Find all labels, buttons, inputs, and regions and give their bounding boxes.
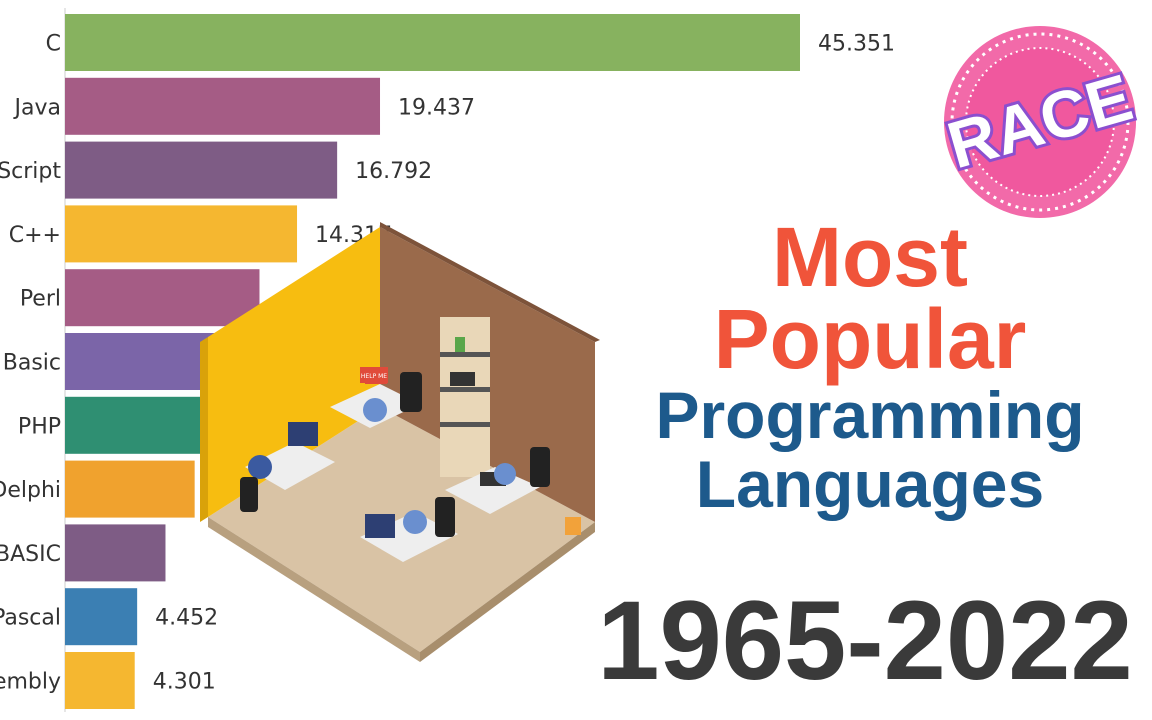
category-label: C: [46, 32, 61, 57]
category-label: BASIC: [0, 542, 61, 567]
title-languages: Languages: [695, 447, 1045, 522]
category-label: PHP: [18, 414, 61, 439]
title-popular: Popular: [713, 292, 1027, 386]
wastebasket: [565, 517, 581, 535]
category-label: Perl: [20, 287, 61, 312]
category-label: Basic: [3, 351, 61, 376]
title-block: Most Popular Programming Languages: [590, 215, 1150, 520]
value-label: 16.792: [355, 159, 432, 184]
category-label: Java: [13, 95, 61, 120]
chair: [400, 372, 422, 412]
chair: [530, 447, 550, 487]
year-range: 1965-2022: [597, 578, 1133, 703]
chair: [240, 477, 258, 512]
bar-delphi: [65, 460, 195, 518]
bar-c-: [65, 205, 298, 263]
race-badge: RACE: [940, 26, 1140, 218]
bar-script: [65, 141, 338, 199]
bar-embly: [65, 652, 135, 709]
value-label: 19.437: [398, 95, 475, 120]
bar-perl: [65, 269, 260, 327]
desk: [445, 463, 540, 514]
category-label: Script: [0, 159, 61, 184]
chair: [435, 497, 455, 537]
category-label: embly: [0, 670, 61, 695]
bar-php: [65, 396, 208, 454]
help-me-sign: HELP ME: [361, 373, 387, 380]
category-label: Delphi: [0, 478, 61, 503]
left-wall: [208, 227, 380, 517]
value-label: 45.351: [818, 32, 895, 57]
category-label: C++: [9, 223, 61, 248]
bar-basic: [65, 524, 166, 582]
desk: [245, 422, 335, 490]
bar-java: [65, 77, 381, 135]
bar-pascal: [65, 588, 138, 646]
title-programming: Programming: [655, 378, 1085, 452]
value-label: 4.301: [153, 670, 216, 695]
bookshelf: [440, 317, 490, 477]
desk: [360, 510, 458, 562]
bar-c: [65, 14, 800, 71]
category-label: Pascal: [0, 606, 61, 631]
office-illustration: HELP ME: [200, 222, 600, 662]
value-label: 4.452: [155, 606, 218, 631]
title-most: Most: [772, 210, 968, 304]
